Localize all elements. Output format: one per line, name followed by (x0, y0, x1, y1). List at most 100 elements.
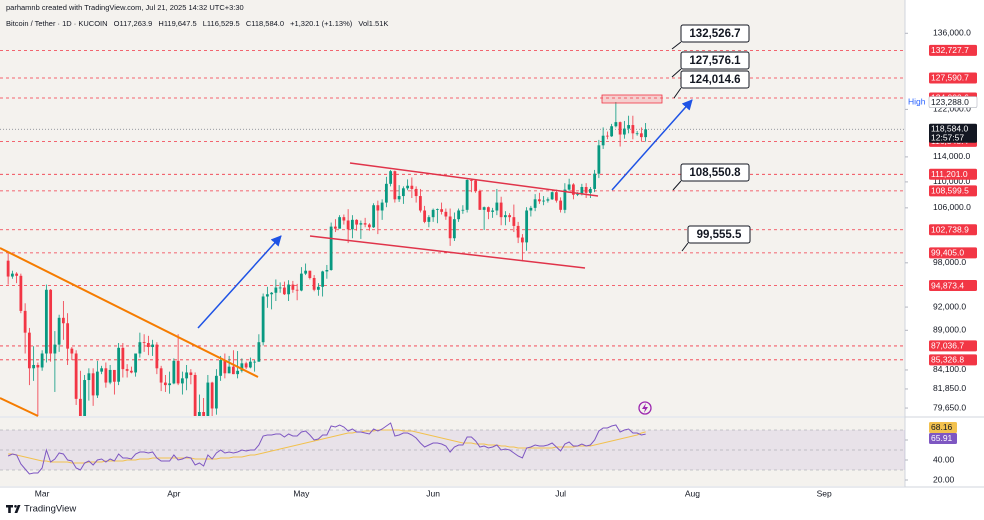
candle-body (567, 184, 571, 190)
annotations: 132,526.7 127,576.1 124,014.6 108,550.8 … (680, 24, 751, 244)
candle-body (401, 188, 405, 197)
rsi-line (7, 422, 646, 475)
candle-body (520, 237, 524, 243)
y-tick-label: 84,100.0 (933, 364, 966, 374)
price-badge-label: 99,405.0 (931, 248, 964, 258)
candle-body (389, 171, 393, 184)
candle-body (321, 271, 325, 287)
candle-body (563, 189, 567, 210)
candle-body (261, 296, 265, 343)
candle-body (474, 180, 478, 191)
candle-body (278, 287, 282, 289)
candle-body (274, 287, 278, 293)
candle-body (363, 223, 367, 225)
candle-body (138, 342, 142, 354)
candle-body (129, 370, 133, 373)
candle-body (257, 342, 261, 362)
logo (6, 505, 21, 513)
candle-body (329, 226, 333, 271)
y-tick-label: 89,000.0 (933, 325, 966, 335)
candle-body (316, 286, 320, 290)
callout-box (680, 163, 750, 182)
candle-body (70, 348, 74, 354)
y-tick-label: 92,000.0 (933, 301, 966, 311)
callout-pointer (671, 68, 682, 78)
candle-body (265, 294, 269, 297)
rsi-tick-label: 40.00 (933, 454, 955, 464)
candle-body (180, 378, 184, 384)
trend-line (0, 397, 39, 417)
callout-label: 108,550.8 (689, 167, 741, 179)
legend-volume: Vol1.51K (358, 19, 388, 28)
symbol: Bitcoin / Tether · 1D · KUCOIN (6, 19, 108, 28)
axis-labels: 136,000.0 122,000.0 114,000.0 110,000.0 106,… (35, 28, 978, 498)
candle-body (342, 217, 346, 221)
price-badge (929, 168, 977, 180)
candle-body (53, 344, 57, 354)
candle-body (580, 187, 584, 194)
candle-body (19, 275, 23, 311)
candle-body (338, 217, 342, 229)
candle-body (618, 122, 622, 135)
candle-body (236, 370, 240, 375)
candle-body (248, 361, 252, 368)
y-tick-label: 122,000.0 (933, 104, 971, 114)
candle-body (333, 226, 337, 229)
icon-ring[interactable] (638, 401, 652, 415)
candle-body (431, 209, 435, 218)
candle-body (10, 273, 14, 277)
high-badge (928, 96, 978, 108)
candle-body (32, 364, 36, 369)
candle-body (635, 133, 639, 135)
candle-body (359, 223, 363, 225)
icon-bolt[interactable] (642, 403, 648, 413)
candle-body (44, 289, 48, 354)
rsi-tick-label: 20.00 (933, 474, 955, 484)
price-badge (929, 185, 977, 197)
candle-body (197, 412, 201, 416)
candle-body (172, 360, 176, 384)
candle-body (240, 363, 244, 371)
candle-body (210, 382, 214, 409)
price-badge (929, 72, 977, 84)
candle-body (206, 382, 210, 416)
candle-body (270, 292, 274, 295)
candle-body (355, 219, 359, 225)
price-badge-label: 87,036.7 (931, 341, 964, 351)
countdown: 12:57:57 (931, 133, 964, 143)
callout-label: 124,014.6 (689, 74, 740, 86)
price-badge (929, 224, 977, 236)
candle-body (546, 199, 550, 201)
candle-body (134, 353, 138, 373)
candle-body (163, 382, 167, 386)
rsi-ma-badge (929, 421, 957, 433)
logo-dot (14, 505, 17, 508)
footer: TradingView (6, 504, 76, 515)
price-badge-label: 127,590.7 (931, 73, 969, 83)
price-badge-label: 94,873.4 (931, 280, 964, 290)
candle-body (423, 210, 427, 222)
callout-box (680, 70, 750, 89)
last-price-label: 118,584.0 (931, 124, 968, 134)
candle-body (159, 368, 163, 383)
rsi-badge (929, 432, 957, 444)
candle-body (614, 122, 618, 127)
candle-body (36, 364, 40, 368)
footer-brand: TradingView (24, 504, 76, 515)
callout-box (680, 51, 750, 70)
candle-body (100, 368, 104, 372)
alert-icon[interactable] (638, 401, 652, 415)
candle-body (457, 210, 461, 220)
candle-body (117, 347, 121, 382)
candle-body (146, 343, 150, 348)
candles (6, 102, 648, 416)
candle-body (231, 366, 235, 375)
candle-body (414, 188, 418, 197)
candle-body (427, 217, 431, 222)
candle-body (87, 373, 91, 381)
price-badge (929, 280, 977, 292)
candle-body (372, 205, 376, 228)
y-tick-label: 98,000.0 (933, 257, 966, 267)
legend-change: +1,320.1 (+1.13%) (290, 19, 353, 28)
price-badge-label: 132,727.7 (931, 45, 969, 55)
